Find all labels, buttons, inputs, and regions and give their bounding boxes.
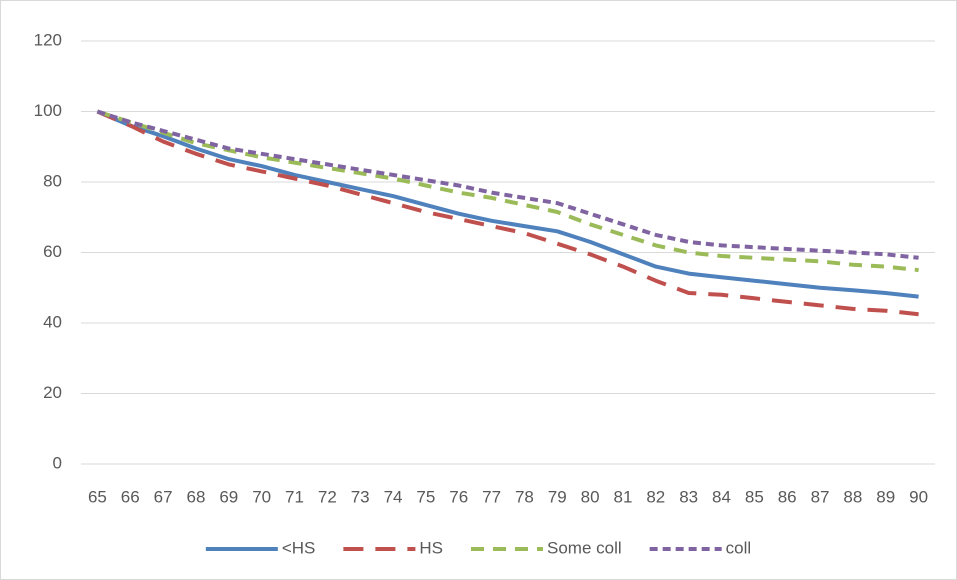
y-tick-label: 100 (34, 101, 62, 120)
x-tick-label: 69 (219, 487, 238, 506)
x-tick-label: 73 (351, 487, 370, 506)
y-tick-label: 40 (43, 312, 62, 331)
x-tick-label: 81 (614, 487, 633, 506)
x-tick-label: 80 (581, 487, 600, 506)
y-tick-label: 120 (34, 30, 62, 49)
legend-label: <HS (282, 538, 316, 557)
x-tick-label: 79 (548, 487, 567, 506)
x-tick-label: 84 (712, 487, 731, 506)
x-tick-label: 75 (416, 487, 435, 506)
x-tick-label: 90 (909, 487, 928, 506)
x-tick-label: 83 (679, 487, 698, 506)
y-tick-label: 20 (43, 383, 62, 402)
x-tick-label: 71 (285, 487, 304, 506)
y-tick-label: 80 (43, 171, 62, 190)
x-tick-label: 77 (482, 487, 501, 506)
legend-label: coll (726, 538, 752, 557)
x-tick-label: 65 (88, 487, 107, 506)
legend-label: Some coll (547, 538, 622, 557)
y-tick-label: 60 (43, 242, 62, 261)
x-tick-label: 89 (876, 487, 895, 506)
x-tick-label: 66 (121, 487, 140, 506)
x-tick-label: 70 (252, 487, 271, 506)
x-tick-label: 82 (646, 487, 665, 506)
x-tick-label: 76 (449, 487, 468, 506)
line-series (96, 109, 919, 299)
x-tick-label: 85 (745, 487, 764, 506)
x-tick-label: 68 (187, 487, 206, 506)
line-series (96, 109, 919, 260)
x-tick-label: 74 (384, 487, 403, 506)
x-tick-label: 88 (843, 487, 862, 506)
x-tick-label: 67 (154, 487, 173, 506)
line-series (96, 109, 919, 317)
x-tick-label: 86 (778, 487, 797, 506)
x-tick-label: 72 (318, 487, 337, 506)
y-tick-label: 0 (53, 453, 62, 472)
x-tick-label: 78 (515, 487, 534, 506)
line-series (96, 109, 919, 273)
legend-label: HS (419, 538, 443, 557)
x-tick-label: 87 (811, 487, 830, 506)
